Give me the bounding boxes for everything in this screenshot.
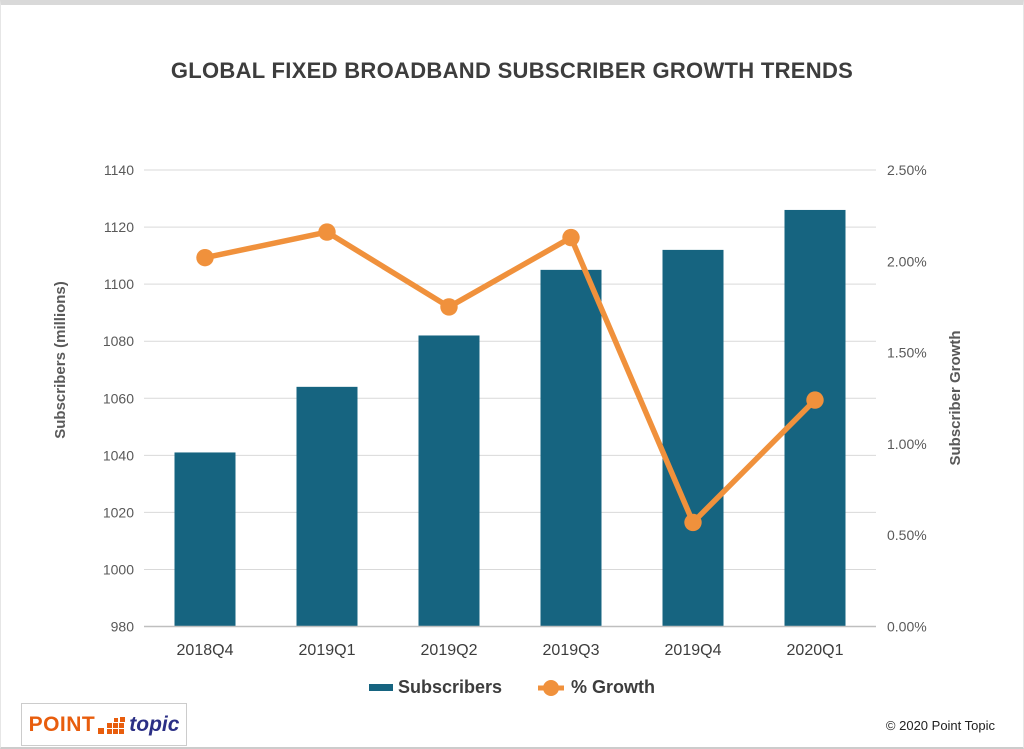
chart-legend: Subscribers % Growth (1, 677, 1023, 698)
left-axis-tick-label: 1120 (104, 219, 134, 235)
left-axis-tick-label: 1040 (103, 447, 134, 463)
point-topic-logo: POINT topic (21, 703, 187, 746)
left-axis-tick-label: 980 (111, 619, 135, 635)
left-axis-tick-label: 1000 (103, 561, 134, 577)
right-axis-tick-label: 2.50% (887, 162, 927, 178)
left-axis-tick-label: 1140 (104, 162, 134, 178)
x-axis-label-2018Q4: 2018Q4 (177, 642, 234, 659)
chart-canvas: 980 1000 1020 1040 1060 1080 1100 1120 1140 0.00%… (52, 162, 964, 659)
logo-word-topic: topic (129, 712, 180, 736)
growth-marker-2020Q1 (806, 391, 824, 409)
legend-label-subscribers: Subscribers (397, 677, 503, 697)
logo-word-point: POINT (28, 712, 96, 736)
growth-line (202, 229, 818, 526)
growth-marker-2019Q3 (562, 228, 580, 247)
left-axis-tick-label: 1100 (104, 276, 134, 292)
legend-item-growth: % Growth (536, 677, 655, 698)
bar-2019Q4 (662, 249, 724, 627)
right-axis-tick-label: 2.00% (887, 253, 927, 269)
left-axis-tick-label: 1020 (103, 504, 134, 520)
growth-marker-2019Q4 (684, 513, 702, 532)
growth-marker-2019Q1 (318, 223, 336, 241)
bar-2019Q2 (418, 335, 480, 627)
left-axis-tick-label: 1060 (103, 390, 134, 406)
growth-marker-2018Q4 (196, 248, 214, 267)
x-axis-label-2019Q3: 2019Q3 (543, 642, 600, 659)
x-axis-label-2019Q1: 2019Q1 (299, 642, 356, 659)
right-axis-tick-label: 0.50% (887, 527, 927, 543)
right-axis-title: Subscriber Growth (947, 330, 964, 465)
copyright-text: © 2020 Point Topic (885, 718, 995, 733)
left-axis-title: Subscribers (millions) (52, 281, 69, 439)
growth-line-icon (538, 679, 565, 696)
x-axis-label-2019Q2: 2019Q2 (421, 642, 478, 659)
left-axis-tick-label: 1080 (103, 333, 134, 349)
right-axis-tick-label: 1.00% (887, 436, 927, 452)
legend-label-growth: % Growth (571, 677, 656, 697)
growth-marker-2019Q2 (440, 298, 458, 316)
logo-dots-icon (98, 717, 126, 734)
bar-2019Q3 (540, 269, 602, 627)
bar-2018Q4 (174, 452, 236, 627)
subscribers-swatch-icon (368, 684, 393, 691)
x-axis-label-2020Q1: 2020Q1 (787, 642, 844, 659)
legend-item-subscribers: Subscribers (368, 677, 503, 698)
right-axis-tick-label: 1.50% (887, 345, 927, 361)
bar-2019Q1 (296, 386, 358, 627)
chart-title: GLOBAL FIXED BROADBAND SUBSCRIBER GROWTH… (170, 58, 854, 83)
right-axis-tick-label: 0.00% (887, 619, 927, 635)
x-axis-label-2019Q4: 2019Q4 (665, 642, 722, 659)
